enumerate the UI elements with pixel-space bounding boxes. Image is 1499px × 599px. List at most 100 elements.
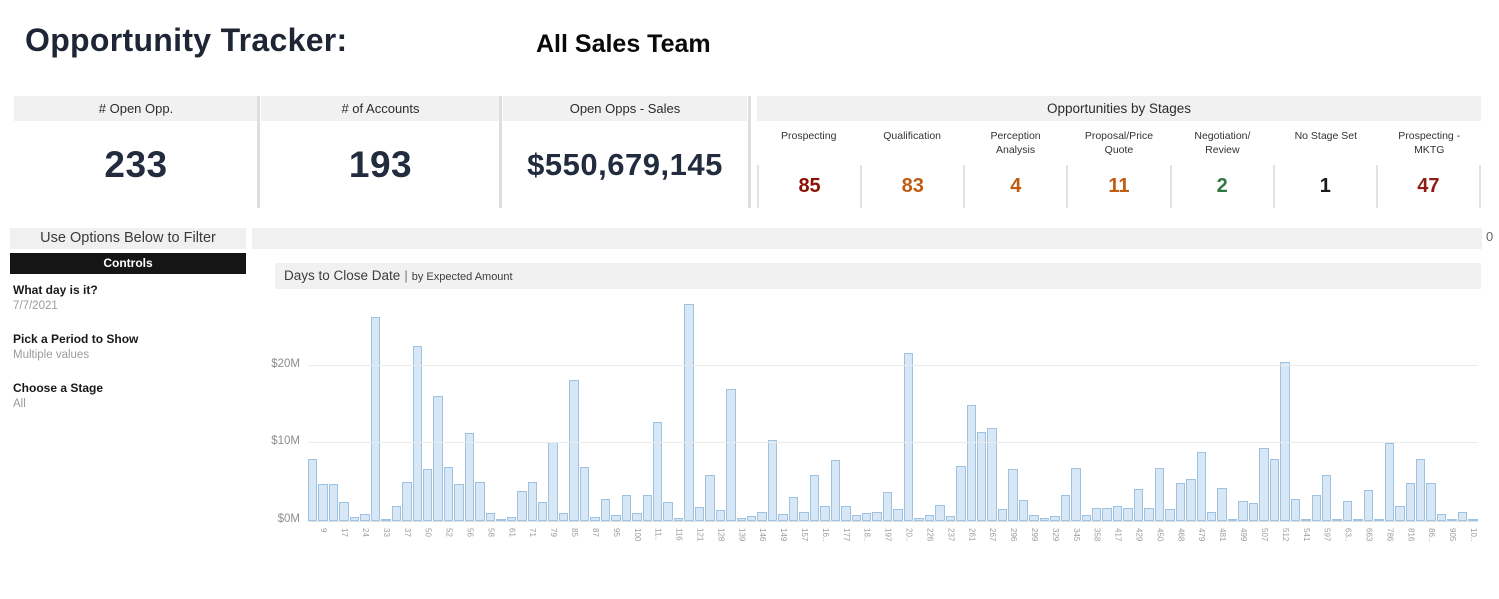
bar[interactable] [1353,519,1363,521]
bar[interactable] [997,508,1008,521]
bar[interactable] [830,459,841,521]
bar[interactable] [381,519,391,521]
stage-value[interactable]: 1 [1272,165,1376,208]
bar[interactable] [402,482,412,521]
bar[interactable] [579,466,590,521]
bar[interactable] [966,405,976,521]
stage-value[interactable]: 11 [1066,165,1169,208]
bar[interactable] [443,466,454,521]
bar[interactable] [611,514,621,521]
bar[interactable] [1081,514,1091,521]
bar[interactable] [851,514,862,521]
bar[interactable] [1238,500,1248,521]
bar[interactable] [757,511,767,521]
bar[interactable] [506,517,517,521]
bar[interactable] [1321,475,1332,521]
bar[interactable] [485,513,496,521]
bar[interactable] [1436,514,1447,521]
filter-value[interactable]: 7/7/2021 [13,300,58,312]
bar[interactable] [778,514,788,521]
bar[interactable] [820,506,830,521]
bar[interactable] [1280,361,1290,521]
bar[interactable] [652,421,663,521]
bar[interactable] [464,432,475,521]
bar[interactable] [527,482,537,521]
kpi-value[interactable]: 193 [348,143,413,185]
bar[interactable] [1374,519,1384,521]
bar[interactable] [475,482,485,521]
bar[interactable] [370,316,381,521]
bar[interactable] [496,518,506,521]
stage-value[interactable]: 85 [757,165,860,208]
bar[interactable] [673,517,684,521]
bar[interactable] [328,483,339,521]
bar[interactable] [1039,517,1050,521]
bar[interactable] [642,495,652,521]
bar[interactable] [1290,499,1301,521]
bar[interactable] [1165,509,1175,521]
bar[interactable] [1102,507,1112,521]
bar[interactable] [454,483,464,521]
bar[interactable] [1405,482,1416,521]
stage-value[interactable]: 2 [1169,165,1273,208]
bar[interactable] [705,475,715,521]
bar[interactable] [1384,442,1395,521]
bar[interactable] [882,491,893,521]
bar[interactable] [1426,482,1436,521]
bar[interactable] [694,507,705,521]
bar[interactable] [726,389,736,521]
bar[interactable] [1154,468,1165,521]
bar[interactable] [924,514,935,521]
bar[interactable] [1196,451,1206,521]
bar[interactable] [1395,506,1405,521]
bar[interactable] [422,469,433,521]
stage-value[interactable]: 83 [860,165,963,208]
bar[interactable] [1217,487,1227,521]
bar[interactable] [736,517,747,521]
bar[interactable] [747,515,757,521]
kpi-value[interactable]: 233 [104,143,168,185]
bar[interactable] [1259,448,1269,521]
bar[interactable] [433,396,443,521]
bar[interactable] [945,515,956,521]
bar[interactable] [517,490,527,521]
bar[interactable] [663,501,673,521]
bar[interactable] [600,499,611,521]
bar[interactable] [1071,468,1081,521]
bar[interactable] [339,502,349,521]
bar[interactable] [1332,519,1342,521]
bar[interactable] [914,517,924,521]
bar[interactable] [1175,482,1186,521]
bar[interactable] [621,494,632,521]
bar[interactable] [548,441,558,521]
bar[interactable] [1457,511,1468,521]
bar[interactable] [1050,516,1060,521]
bar[interactable] [872,511,882,521]
bar[interactable] [391,506,402,521]
bar[interactable] [360,514,370,521]
bar[interactable] [684,303,694,521]
bar[interactable] [715,510,726,521]
bar[interactable] [1269,458,1280,521]
bar[interactable] [977,431,987,521]
bar[interactable] [569,379,579,521]
filter-value[interactable]: All [13,398,26,410]
bar[interactable] [1123,507,1133,521]
bar[interactable] [1091,507,1102,521]
bar[interactable] [1342,500,1353,521]
bar[interactable] [799,511,809,521]
bar[interactable] [318,483,328,521]
bar[interactable] [1416,458,1426,521]
bar[interactable] [1144,507,1154,521]
bar[interactable] [987,427,997,521]
bar[interactable] [809,475,820,521]
bar[interactable] [590,517,600,521]
bar[interactable] [1447,518,1457,521]
bar[interactable] [788,496,799,521]
bar[interactable] [862,513,872,521]
bar[interactable] [1060,494,1071,521]
bar[interactable] [903,353,914,521]
bar[interactable] [1363,489,1374,521]
bar[interactable] [1311,495,1321,521]
bar[interactable] [412,345,422,521]
